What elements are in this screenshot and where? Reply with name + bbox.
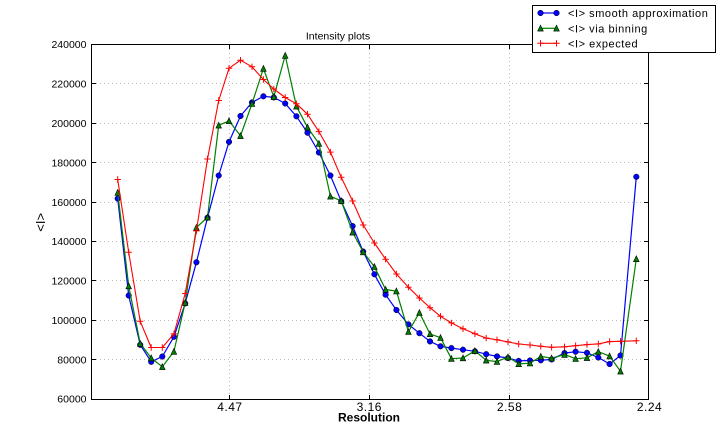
svg-text:4.47: 4.47 <box>217 400 242 414</box>
svg-text:<I> via binning: <I> via binning <box>568 24 648 36</box>
svg-text:Intensity plots: Intensity plots <box>306 31 370 43</box>
svg-text:220000: 220000 <box>51 79 86 91</box>
svg-text:<I> expected: <I> expected <box>568 39 638 51</box>
svg-text:240000: 240000 <box>51 39 86 51</box>
svg-text:Resolution: Resolution <box>338 411 400 425</box>
svg-text:180000: 180000 <box>51 157 86 169</box>
svg-text:160000: 160000 <box>51 197 86 209</box>
svg-text:200000: 200000 <box>51 118 86 130</box>
svg-text:80000: 80000 <box>57 354 86 366</box>
svg-text:2.24: 2.24 <box>637 400 662 414</box>
svg-text:<I>: <I> <box>33 213 48 232</box>
svg-text:<I> smooth approximation: <I> smooth approximation <box>568 8 708 20</box>
svg-text:100000: 100000 <box>51 315 86 327</box>
svg-text:60000: 60000 <box>57 394 86 406</box>
svg-text:2.58: 2.58 <box>497 400 522 414</box>
svg-text:120000: 120000 <box>51 276 86 288</box>
svg-text:3.16: 3.16 <box>357 400 382 414</box>
svg-text:140000: 140000 <box>51 236 86 248</box>
